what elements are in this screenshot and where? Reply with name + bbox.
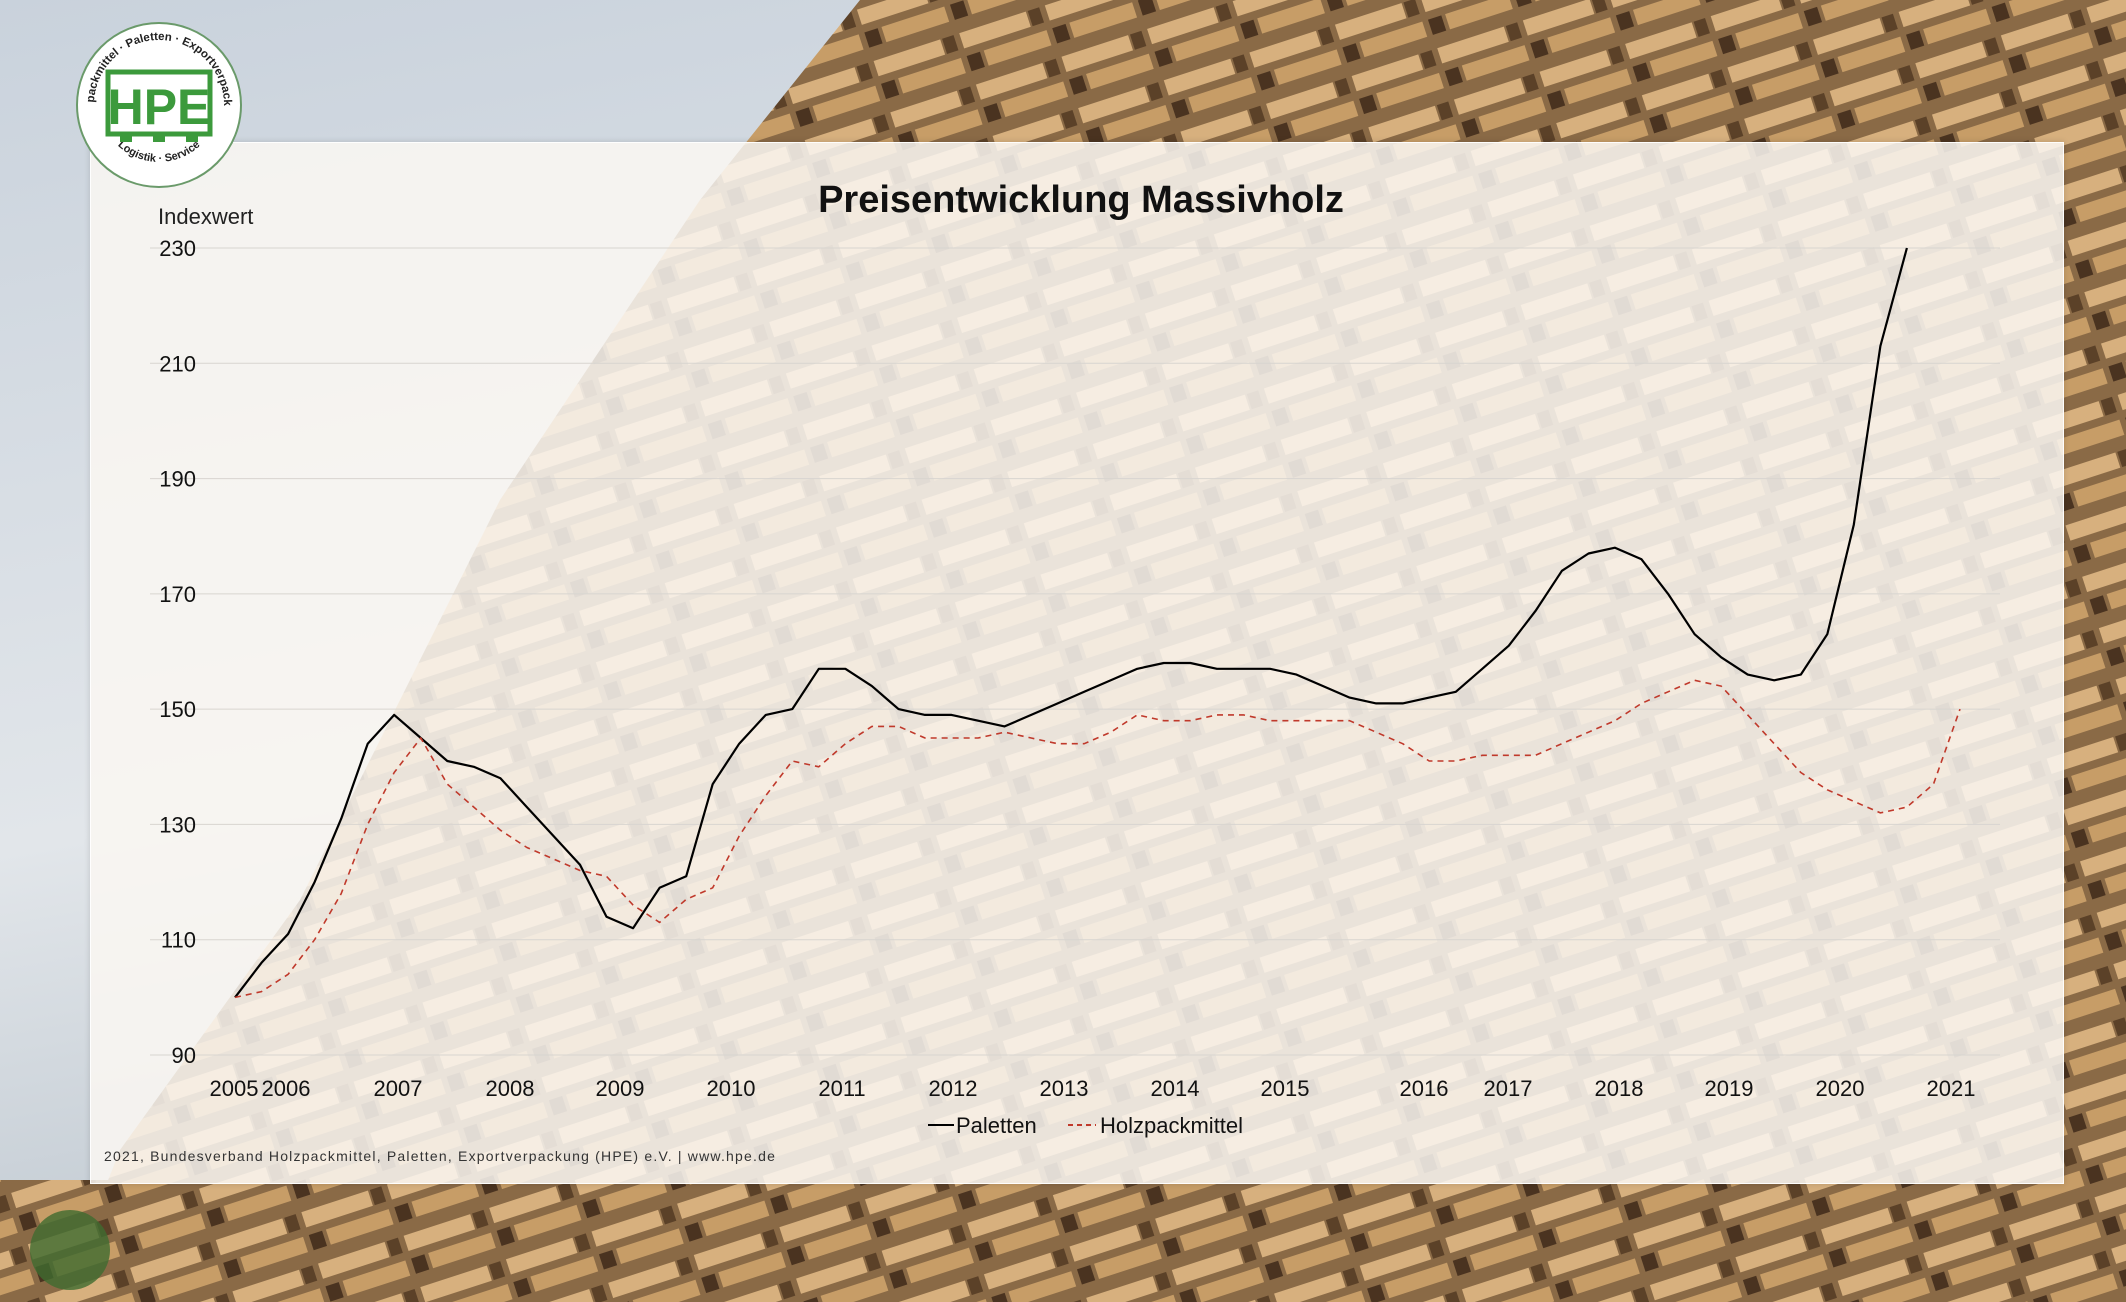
x-tick-label: 2012	[929, 1076, 978, 1101]
x-tick-label: 2008	[486, 1076, 535, 1101]
y-tick-label: 230	[159, 236, 196, 261]
x-tick-label: 2015	[1261, 1076, 1310, 1101]
y-tick-label: 170	[159, 582, 196, 607]
credit-text: 2021, Bundesverband Holzpackmittel, Pale…	[104, 1148, 777, 1164]
x-tick-label: 2019	[1705, 1076, 1754, 1101]
x-tick-label: 2014	[1151, 1076, 1200, 1101]
x-tick-label: 2010	[707, 1076, 756, 1101]
y-tick-label: 190	[159, 467, 196, 492]
x-tick-label: 2020	[1816, 1076, 1865, 1101]
y-tick-label: 90	[172, 1043, 196, 1068]
series-line-paletten	[234, 247, 1908, 999]
chart-title: Preisentwicklung Massivholz	[818, 179, 1344, 221]
y-tick-label: 150	[159, 697, 196, 722]
y-tick-label: 130	[159, 812, 196, 837]
legend-label-holzpackmittel: Holzpackmittel	[1100, 1113, 1243, 1138]
x-tick-label: 2013	[1040, 1076, 1089, 1101]
hpe-logo: Holzpackmittel · Paletten · Exportverpac…	[74, 20, 242, 188]
series-lines	[234, 247, 1961, 999]
series-line-holzpackmittel	[234, 679, 1961, 999]
x-tick-label: 2018	[1595, 1076, 1644, 1101]
x-tick-label: 2011	[818, 1076, 865, 1101]
y-tick-label: 110	[161, 928, 196, 953]
gridlines	[150, 247, 2000, 1056]
x-tick-label: 2007	[374, 1076, 423, 1101]
x-tick-label: 2005	[210, 1076, 259, 1101]
y-axis-label: Indexwert	[158, 204, 253, 229]
logo-letters: HPE	[108, 79, 211, 135]
x-tick-label: 2021	[1927, 1076, 1976, 1101]
x-tick-labels: 2005 2006 2007 2008 2009 2010 2011 2012 2013 2014…	[210, 1076, 1976, 1101]
y-tick-labels: 90 110 130 150 170 190 210 230	[159, 236, 196, 1068]
chart-panel	[90, 142, 2064, 1184]
x-tick-label: 2016	[1400, 1076, 1449, 1101]
x-tick-label: 2006	[262, 1076, 311, 1101]
legend-label-paletten: Paletten	[956, 1113, 1037, 1138]
y-tick-label: 210	[159, 351, 196, 376]
x-tick-label: 2009	[596, 1076, 645, 1101]
legend: Paletten Holzpackmittel	[928, 1113, 1243, 1138]
x-tick-label: 2017	[1484, 1076, 1533, 1101]
